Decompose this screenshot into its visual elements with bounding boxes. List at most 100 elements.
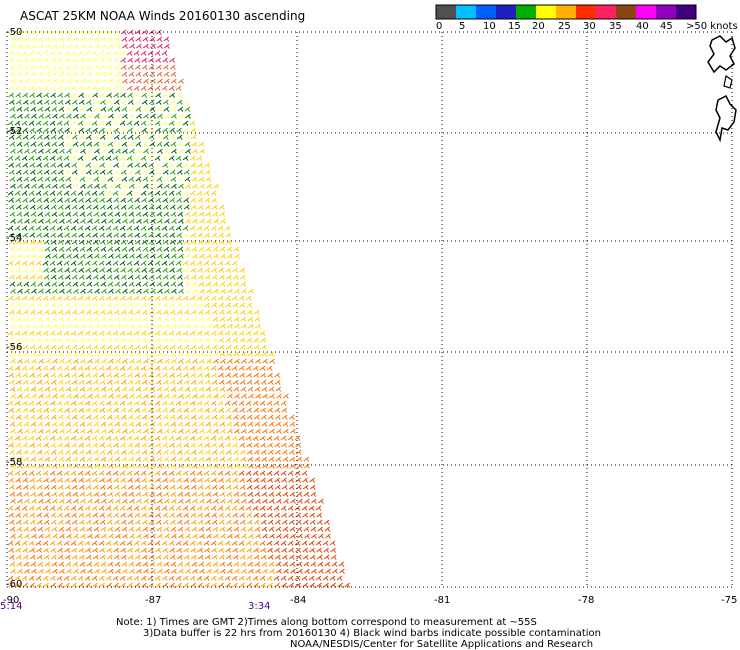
wind-barb <box>318 568 324 574</box>
wind-barb <box>71 344 78 350</box>
wind-barb <box>17 463 23 469</box>
wind-barb <box>162 512 169 518</box>
wind-barb <box>311 568 317 574</box>
wind-barb <box>63 540 70 546</box>
wind-barb <box>169 64 176 70</box>
wind-barb <box>134 512 141 518</box>
wind-barb <box>50 512 57 518</box>
wind-barb <box>121 456 128 462</box>
wind-barb <box>203 365 210 371</box>
wind-barb <box>57 344 64 350</box>
wind-barb <box>30 491 37 497</box>
wind-barb <box>8 274 15 280</box>
wind-barb <box>212 491 219 497</box>
wind-barb <box>190 169 197 175</box>
wind-barb <box>101 568 107 574</box>
wind-barb <box>211 379 218 385</box>
wind-barb <box>220 428 226 434</box>
wind-barb <box>232 519 239 525</box>
wind-barb <box>231 540 238 546</box>
wind-barb <box>50 554 57 560</box>
wind-barb <box>136 568 142 574</box>
wind-barb <box>182 505 189 511</box>
wind-barb <box>78 372 85 378</box>
wind-barb <box>148 547 155 553</box>
wind-barb <box>101 78 107 84</box>
wind-barb <box>189 400 196 406</box>
wind-barb <box>150 428 156 434</box>
wind-barb <box>189 225 196 231</box>
wind-barb <box>56 470 63 476</box>
wind-barb <box>190 554 197 560</box>
wind-barb <box>224 330 231 336</box>
wind-barb <box>92 302 99 308</box>
wind-barb <box>239 512 246 518</box>
wind-barb <box>122 323 128 329</box>
wind-barb <box>161 470 168 476</box>
wind-barb <box>190 337 197 343</box>
wind-barb <box>43 512 50 518</box>
wind-barb <box>129 78 135 84</box>
wind-barb <box>43 127 50 133</box>
wind-barb <box>169 477 176 483</box>
wind-barb <box>183 204 190 210</box>
wind-barb <box>182 120 189 126</box>
wind-barb <box>87 323 93 329</box>
wind-barb <box>133 470 140 476</box>
wind-barb <box>280 400 287 406</box>
wind-barb <box>197 337 204 343</box>
wind-barb <box>157 148 163 154</box>
wind-barb <box>37 561 44 567</box>
wind-barb <box>129 288 135 294</box>
wind-barb <box>44 526 51 532</box>
wind-barb <box>112 260 119 266</box>
wind-barb <box>296 526 303 532</box>
wind-barb <box>22 477 29 483</box>
wind-barb <box>7 365 14 371</box>
wind-barb <box>72 421 79 427</box>
wind-barb <box>98 435 105 441</box>
wind-barb <box>154 155 161 161</box>
wind-barb <box>10 393 16 399</box>
wind-barb <box>114 316 121 322</box>
wind-barb <box>50 477 57 483</box>
wind-barb <box>128 456 135 462</box>
wind-barb <box>161 120 168 126</box>
wind-barb <box>199 288 205 294</box>
wind-barb <box>115 288 121 294</box>
wind-barb <box>273 540 280 546</box>
wind-barb <box>45 148 51 154</box>
wind-barb <box>128 281 135 287</box>
wind-barb <box>78 197 85 203</box>
wind-barb <box>204 484 211 490</box>
wind-barb <box>217 295 224 301</box>
wind-barb <box>134 407 141 413</box>
wind-barb <box>240 421 247 427</box>
wind-barb <box>56 540 63 546</box>
wind-barb <box>149 211 156 217</box>
wind-barb <box>157 253 163 259</box>
wind-barb <box>154 120 161 126</box>
wind-barb <box>23 421 30 427</box>
wind-barb <box>150 568 156 574</box>
wind-barb <box>99 337 106 343</box>
wind-barb <box>59 183 65 189</box>
wind-barb <box>52 148 58 154</box>
wind-barb <box>66 43 72 49</box>
wind-barb <box>120 337 127 343</box>
wind-barb <box>114 176 121 182</box>
wind-barb <box>205 491 212 497</box>
wind-barb <box>38 218 44 224</box>
wind-barb <box>281 554 288 560</box>
wind-barb <box>91 470 98 476</box>
legend-frame <box>435 4 697 20</box>
wind-barb <box>43 302 50 308</box>
wind-barb <box>233 386 240 392</box>
wind-barb <box>267 484 274 490</box>
wind-barb <box>204 337 211 343</box>
wind-barb <box>78 57 85 63</box>
wind-barb <box>65 421 72 427</box>
wind-barb <box>287 505 294 511</box>
wind-barb <box>315 505 322 511</box>
wind-barb <box>205 281 212 287</box>
